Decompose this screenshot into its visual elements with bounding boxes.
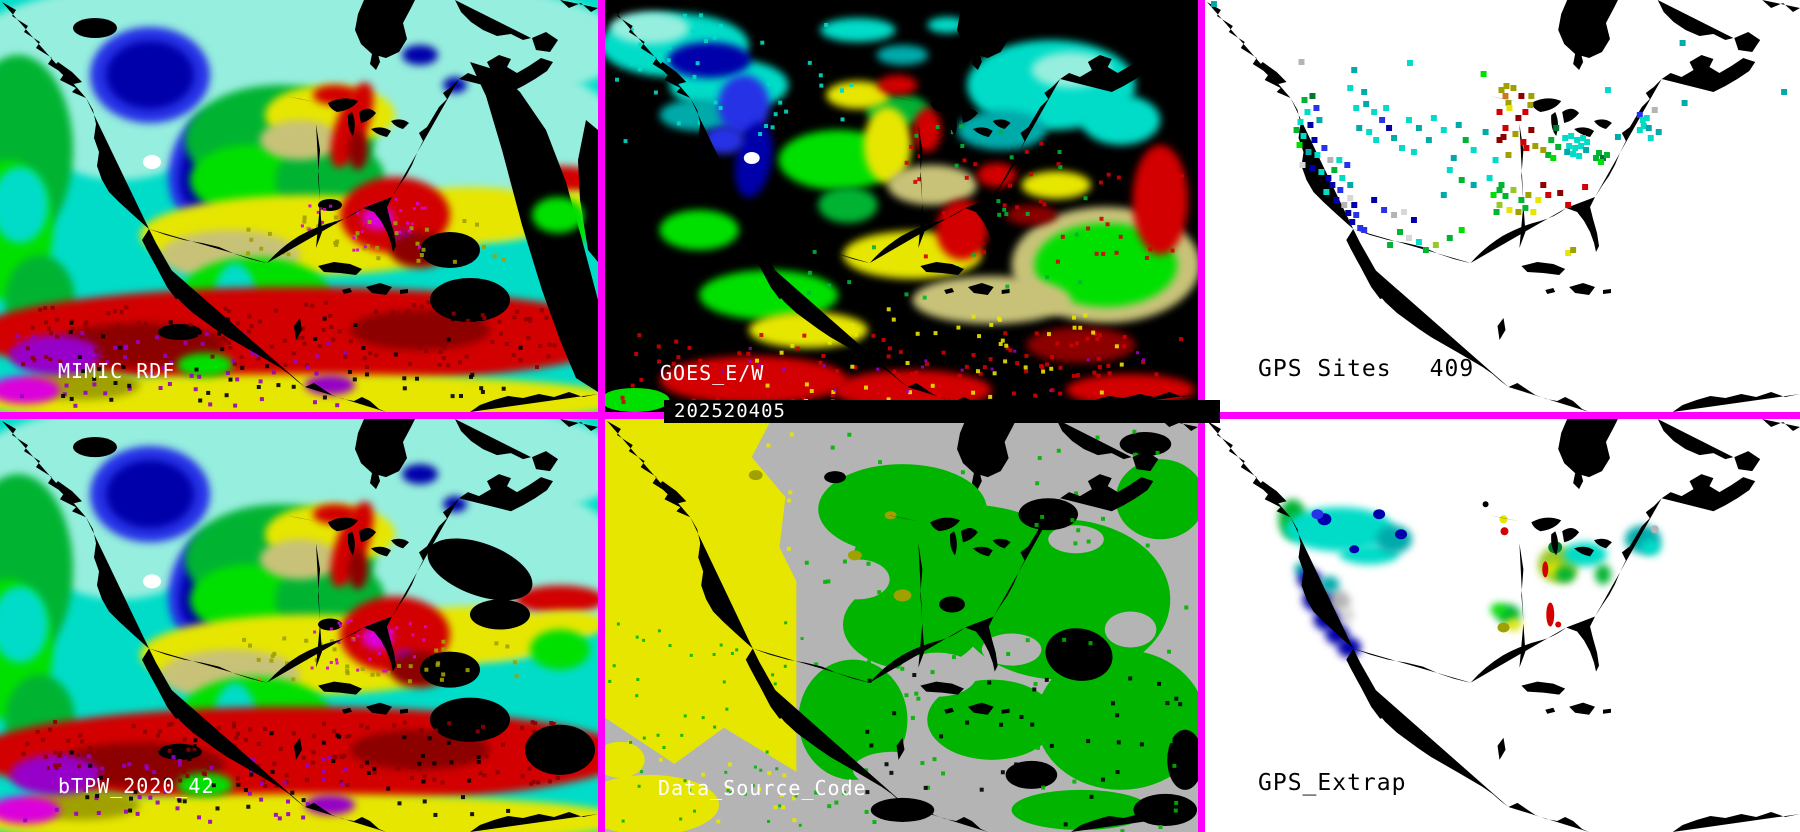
btpw-map xyxy=(0,419,598,832)
panel-data-source-code: Data_Source_Code xyxy=(605,419,1198,832)
gps-sites-title: GPS Sites xyxy=(1258,356,1392,382)
timestamp-bar: 202520405 xyxy=(664,400,1220,423)
gps-extrap-map xyxy=(1206,419,1800,832)
gps-station-dots xyxy=(1210,1,1788,256)
panel-label-mimic: MIMIC RDF xyxy=(58,359,176,383)
panel-btpw: bTPW_2020_42 xyxy=(0,419,598,832)
panel-gps-extrap: GPS_Extrap xyxy=(1205,419,1800,832)
panel-goes-ew: GOES_E/W xyxy=(605,0,1198,412)
gps-sites-map xyxy=(1206,0,1800,412)
panel-label-gps-extrap: GPS_Extrap xyxy=(1258,770,1407,796)
panel-label-data-source: Data_Source_Code xyxy=(658,776,867,800)
gps-sites-count: 409 xyxy=(1429,356,1475,382)
panel-label-goes: GOES_E/W xyxy=(660,361,765,385)
data-source-map xyxy=(605,419,1198,832)
goes-tpw-map xyxy=(605,0,1198,412)
mimic-tpw-map xyxy=(0,0,598,412)
basemap-outline xyxy=(1206,0,1800,412)
panel-gps-sites: GPS Sites 409 xyxy=(1205,0,1800,412)
panel-label-gps-sites: GPS Sites 409 xyxy=(1258,356,1475,382)
panel-mimic-rdf: MIMIC RDF xyxy=(0,0,598,412)
panel-label-btpw: bTPW_2020_42 xyxy=(58,774,215,798)
timestamp-text: 202520405 xyxy=(674,400,786,422)
